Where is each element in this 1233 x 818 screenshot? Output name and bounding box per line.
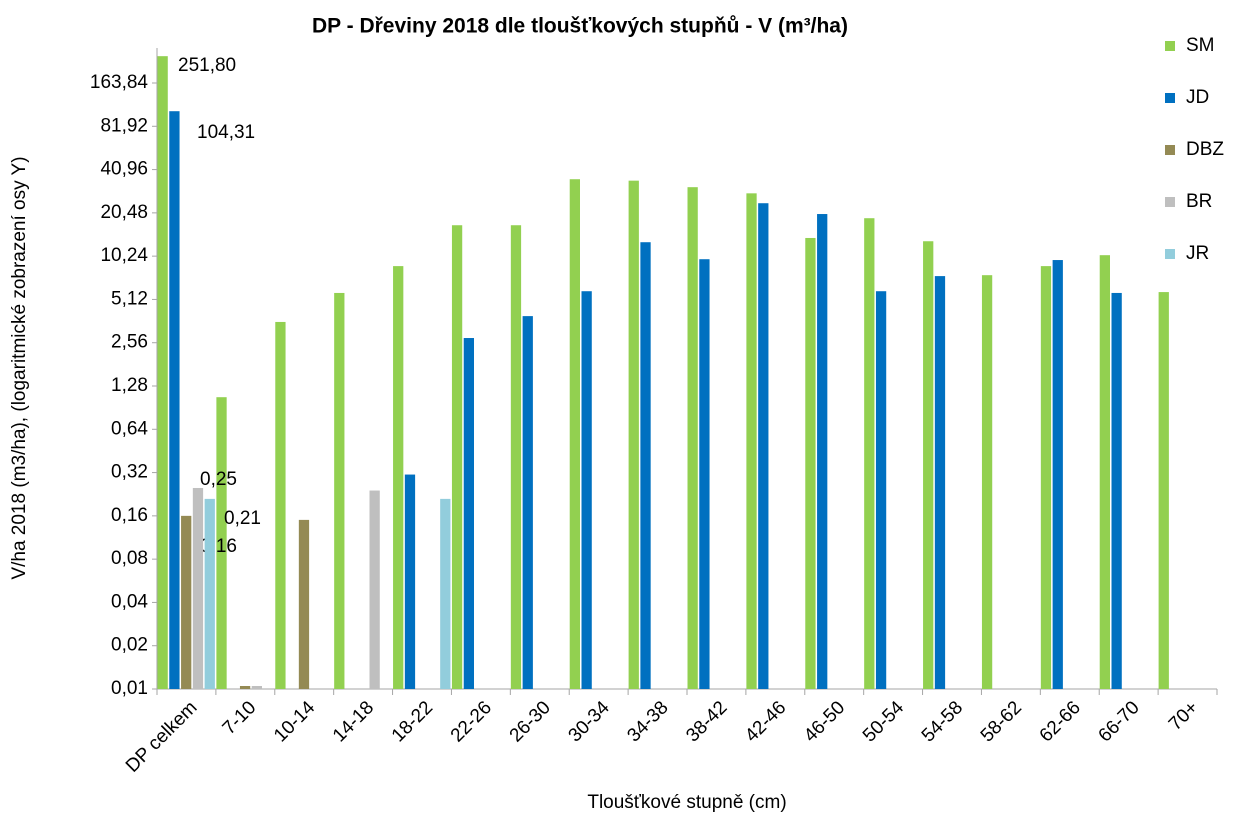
- bar: [1040, 266, 1052, 689]
- x-tick-label: 14-18: [329, 697, 378, 746]
- legend-label: JD: [1186, 87, 1209, 108]
- bar: [758, 203, 769, 689]
- bar: [510, 225, 522, 689]
- x-tick-label: 38-42: [682, 697, 731, 746]
- bar: [204, 498, 215, 689]
- bar: [393, 266, 404, 689]
- bar: [1111, 292, 1122, 689]
- y-tick-label: 10,24: [100, 245, 148, 266]
- bar: [451, 225, 463, 689]
- bar: [640, 242, 651, 689]
- x-tick-label: 10-14: [270, 697, 320, 747]
- bar: [298, 519, 310, 689]
- bar: [463, 338, 474, 689]
- y-tick-label: 0,32: [111, 462, 148, 483]
- data-label: 251,80: [178, 55, 236, 76]
- bar: [1158, 292, 1169, 689]
- x-tick-label: 18-22: [388, 697, 437, 746]
- y-tick-label: 20,48: [100, 202, 148, 223]
- y-tick-label: 2,56: [111, 332, 148, 353]
- y-tick-label: 0,08: [111, 548, 148, 569]
- y-tick-label: 1,28: [111, 375, 148, 396]
- bar: [334, 292, 345, 689]
- data-label: 0,25: [200, 469, 237, 490]
- x-axis-label: Tloušťkové stupně (cm): [587, 792, 786, 813]
- bar: [1099, 255, 1110, 689]
- x-tick-label: 46-50: [800, 697, 849, 746]
- bar: [934, 276, 946, 689]
- bar: [875, 291, 887, 689]
- bar: [1052, 260, 1063, 689]
- data-label: 0,21: [224, 508, 261, 529]
- bar: [581, 291, 592, 689]
- x-tick-label: 58-62: [977, 697, 1026, 746]
- x-tick-label: 30-34: [565, 697, 615, 747]
- y-tick-label: 5,12: [111, 288, 148, 309]
- legend-label: SM: [1186, 35, 1215, 56]
- x-tick-label: 22-26: [447, 697, 496, 746]
- legend-swatch: [1165, 41, 1175, 51]
- legend-label: JR: [1186, 243, 1209, 264]
- bar: [522, 316, 533, 689]
- bar: [746, 193, 757, 689]
- bar: [239, 686, 251, 689]
- bar: [192, 487, 204, 689]
- y-tick-label: 0,16: [111, 505, 148, 526]
- bar: [687, 187, 698, 689]
- bar: [817, 214, 828, 689]
- x-tick-label: 7-10: [219, 697, 261, 739]
- chart-title: DP - Dřeviny 2018 dle tloušťkových stupň…: [312, 15, 848, 38]
- x-tick-label: 66-70: [1095, 697, 1144, 746]
- y-tick-label: 81,92: [100, 115, 148, 136]
- bar: [923, 241, 934, 689]
- legend-label: BR: [1186, 191, 1212, 212]
- x-tick-label: 34-38: [623, 697, 672, 746]
- bar: [864, 218, 875, 689]
- x-tick-label: 54-58: [918, 697, 967, 746]
- y-tick-label: 0,02: [111, 635, 148, 656]
- legend-label: DBZ: [1186, 139, 1224, 160]
- legend-swatch: [1165, 93, 1175, 103]
- legend-swatch: [1165, 145, 1175, 155]
- y-tick-label: 0,64: [111, 418, 148, 439]
- y-tick-label: 40,96: [100, 159, 148, 180]
- data-label: 104,31: [197, 122, 255, 143]
- x-tick-label: 26-30: [506, 697, 555, 746]
- y-tick-label: 0,01: [111, 678, 148, 699]
- bar: [169, 111, 180, 690]
- legend-swatch: [1165, 249, 1175, 259]
- x-tick-label: 50-54: [859, 697, 909, 747]
- bar: [440, 498, 451, 689]
- bar: [216, 397, 227, 689]
- legend-swatch: [1165, 197, 1175, 207]
- bar: [404, 474, 416, 689]
- bar: [699, 259, 710, 689]
- bar: [805, 237, 816, 689]
- x-tick-label: 70+: [1165, 697, 1203, 735]
- bar: [369, 490, 380, 689]
- bar: [251, 686, 262, 689]
- x-tick-label: 42-46: [741, 697, 790, 746]
- bar: [981, 275, 993, 689]
- x-tick-label: 62-66: [1036, 697, 1085, 746]
- y-axis-label: V/ha 2018 (m3/ha), (logaritmické zobraze…: [9, 156, 30, 579]
- bar: [628, 180, 639, 690]
- y-tick-label: 0,04: [111, 591, 148, 612]
- x-tick-label: DP celkem: [122, 697, 202, 777]
- y-tick-label: 163,84: [90, 72, 149, 93]
- bar: [569, 179, 580, 689]
- bar: [275, 321, 286, 689]
- bar: [157, 56, 168, 690]
- bar: [181, 515, 192, 689]
